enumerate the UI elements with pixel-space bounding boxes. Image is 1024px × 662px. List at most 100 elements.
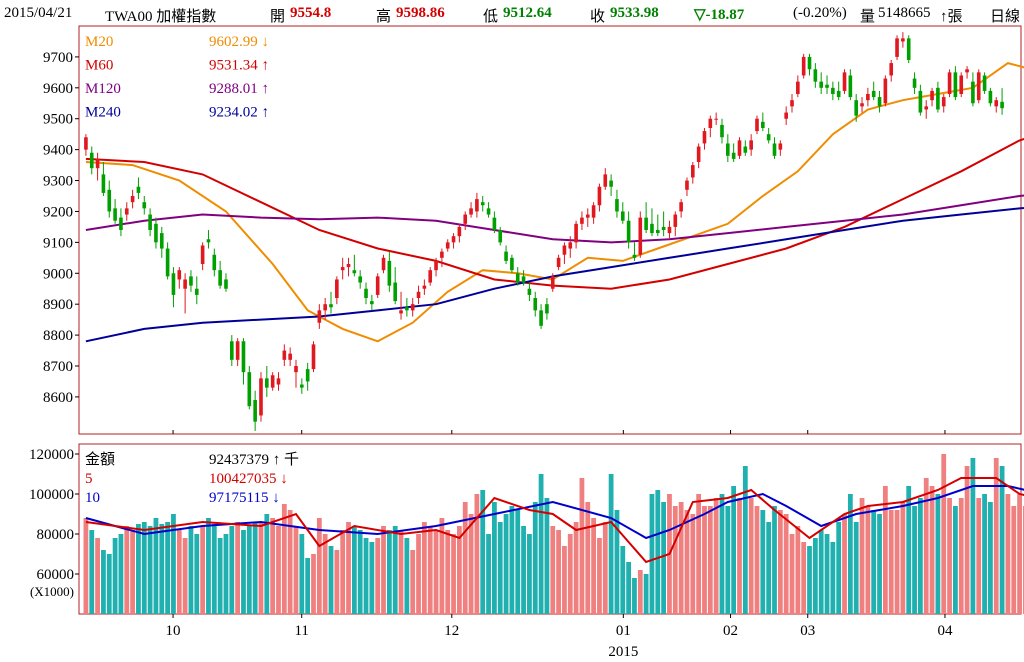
volume-bar xyxy=(287,510,293,614)
volume-bar xyxy=(777,510,783,614)
legend-name: M20 xyxy=(85,34,113,50)
volume-bar xyxy=(888,510,894,614)
candle-body xyxy=(539,310,543,326)
volume-bar xyxy=(988,502,993,614)
candle-body xyxy=(416,291,421,298)
candle-body xyxy=(953,72,958,98)
candle-body xyxy=(556,257,561,268)
volume-bar xyxy=(917,498,923,614)
volume-bar xyxy=(427,526,433,614)
quote-symbol: TWA00 加權指數 xyxy=(105,9,217,25)
candle-body xyxy=(801,56,806,76)
candle-body xyxy=(941,97,946,107)
candle-body xyxy=(253,400,257,422)
volume-bar xyxy=(276,526,281,614)
candle-body xyxy=(848,75,853,98)
volume-bar xyxy=(305,558,311,614)
candle-body xyxy=(189,276,193,286)
month-label: 01 xyxy=(616,623,631,639)
volume-bar xyxy=(731,486,737,614)
candle-body xyxy=(632,254,637,258)
volume-tick-label: 60000 xyxy=(37,567,75,583)
candle-body xyxy=(679,202,683,212)
volume-bar xyxy=(270,518,276,614)
candle-body xyxy=(930,90,934,101)
candle-body xyxy=(200,245,205,264)
volume-bar xyxy=(171,514,176,614)
candle-body xyxy=(749,140,753,150)
candle-body xyxy=(661,226,666,230)
price-legend: M20 9602.99 ↓ M60 9531.34 ↑ M120 9288.01 ↑ M24… xyxy=(81,29,289,123)
volume-bar xyxy=(597,538,602,614)
candle-body xyxy=(445,242,450,249)
volume-bar xyxy=(859,498,865,614)
candle-body xyxy=(562,245,567,255)
legend-value: 9531.34 ↑ xyxy=(209,58,269,74)
volume-bar xyxy=(101,550,106,614)
candle-body xyxy=(737,140,742,156)
candle-body xyxy=(708,118,713,128)
candle-body xyxy=(603,174,608,187)
candle-body xyxy=(545,304,549,314)
volume-bar xyxy=(381,526,386,614)
candle-body xyxy=(615,199,619,212)
volume-bar xyxy=(661,502,667,614)
candle-body xyxy=(440,251,444,258)
candle-body xyxy=(510,257,514,271)
volume-bar xyxy=(900,502,906,614)
volume-bar xyxy=(643,574,649,614)
volume-bar xyxy=(562,546,567,614)
month-label: 04 xyxy=(937,623,953,639)
volume-bar xyxy=(527,534,532,614)
volume-bar xyxy=(246,526,252,614)
volume-bar xyxy=(556,530,561,614)
candle-body xyxy=(778,143,783,150)
volume-bar xyxy=(281,504,287,614)
volume-bar xyxy=(941,454,947,614)
change-percent: (-0.20%) xyxy=(793,5,847,21)
legend-name: M240 xyxy=(85,105,121,121)
candle-body xyxy=(673,214,678,227)
candle-body xyxy=(492,217,497,230)
volume-bar xyxy=(573,522,579,614)
volume-bar xyxy=(649,494,655,614)
month-label: 11 xyxy=(294,623,308,639)
volume-bar xyxy=(258,522,264,614)
ma-line-m240 xyxy=(85,207,1024,343)
candle-body xyxy=(947,72,952,94)
candle-body xyxy=(819,81,823,88)
candle-body xyxy=(714,118,718,120)
volume-bar xyxy=(550,526,556,614)
volume-bar xyxy=(340,530,346,614)
volume-bar xyxy=(754,506,760,614)
candle-body xyxy=(889,63,894,76)
volume-bar xyxy=(241,530,246,614)
candle-body xyxy=(568,242,573,249)
month-label: 03 xyxy=(800,623,815,639)
volume-bar xyxy=(176,530,182,614)
volume-bar xyxy=(958,498,964,614)
volume-bar xyxy=(433,530,439,614)
volume-bar xyxy=(89,530,95,614)
candle-body xyxy=(457,226,462,237)
candle-body xyxy=(463,214,468,224)
volume-bar xyxy=(153,518,159,614)
candle-body xyxy=(731,152,736,159)
volume-bar xyxy=(182,538,188,614)
candle-body xyxy=(901,38,905,42)
volume-bar xyxy=(386,530,392,614)
ma-line-m120 xyxy=(85,194,1024,244)
volume-bar xyxy=(882,486,888,614)
volume-bar xyxy=(947,498,952,614)
price-tick-label: 9600 xyxy=(43,81,73,97)
candle-body xyxy=(609,180,613,187)
volume-bar xyxy=(760,510,766,614)
candle-body xyxy=(142,202,147,209)
candle-body xyxy=(101,174,106,193)
volume-bar xyxy=(200,526,206,614)
volume-bar xyxy=(188,526,194,614)
volume-label: 量 xyxy=(860,9,876,25)
volume-bar xyxy=(608,474,614,614)
candle-body xyxy=(720,124,724,138)
